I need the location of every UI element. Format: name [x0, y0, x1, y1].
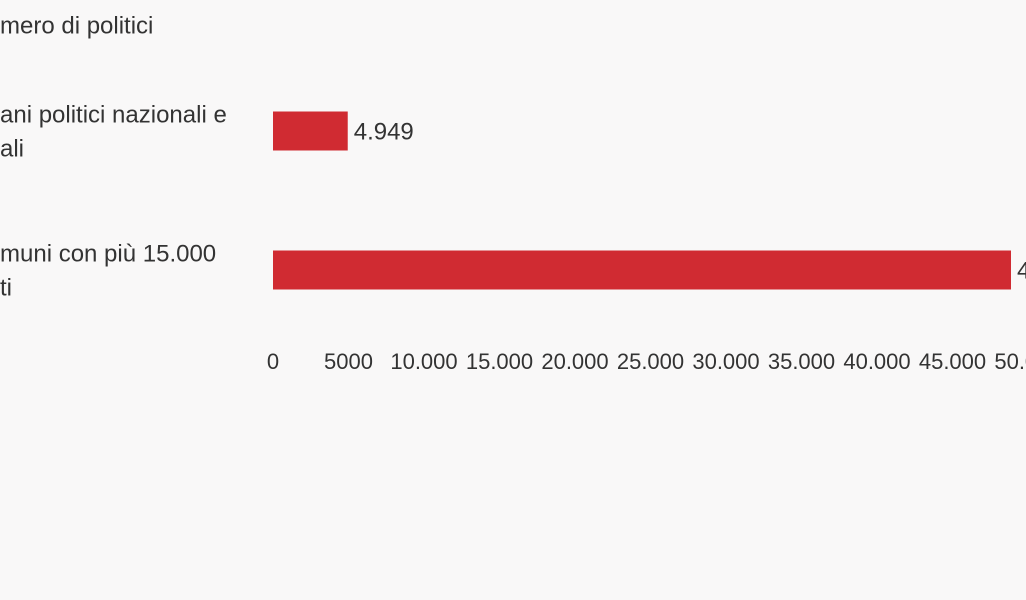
x-tick-label: 45.000 [919, 349, 986, 374]
x-tick-label: 5000 [324, 349, 373, 374]
value-label: 4.949 [354, 118, 414, 145]
value-label: 48.874 [1017, 257, 1026, 284]
x-tick-label: 10.000 [390, 349, 457, 374]
y-tick-label: ali [0, 135, 24, 162]
y-tick-label: ti [0, 274, 12, 301]
x-tick-label: 0 [267, 349, 279, 374]
bar [273, 250, 1011, 290]
bar [273, 111, 348, 151]
x-tick-label: 25.000 [617, 349, 684, 374]
y-tick-label: muni con più 15.000 [0, 240, 216, 267]
y-tick-label: ani politici nazionali e [0, 101, 227, 128]
x-tick-label: 20.000 [541, 349, 608, 374]
x-tick-label: 15.000 [466, 349, 533, 374]
x-tick-label: 40.000 [843, 349, 910, 374]
chart-title: mero di politici [0, 12, 153, 39]
x-tick-label: 35.000 [768, 349, 835, 374]
x-tick-label: 50.000 [994, 349, 1026, 374]
x-tick-label: 30.000 [692, 349, 759, 374]
